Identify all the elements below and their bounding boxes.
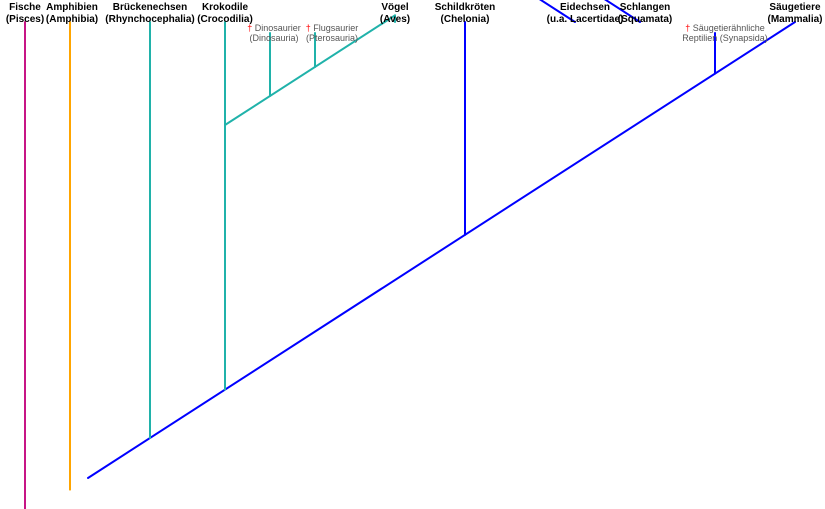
label-saeugetiere-de: Säugetiere bbox=[769, 2, 820, 13]
label-bruecken-latin: (Rhynchocephalia) bbox=[105, 14, 194, 26]
ext-label-flugsaurier-l2: (Pterosauria) bbox=[306, 33, 358, 43]
label-bruecken: Brückenechsen(Rhynchocephalia) bbox=[105, 2, 194, 25]
main-diagonal bbox=[88, 22, 795, 478]
label-krokodile-de: Krokodile bbox=[202, 2, 248, 13]
label-schildkroeten-latin: (Chelonia) bbox=[435, 14, 496, 26]
ext-label-flugsaurier-l1: Flugsaurier bbox=[313, 23, 358, 33]
ext-label-flugsaurier: † Flugsaurier(Pterosauria) bbox=[306, 23, 359, 44]
phylogeny-tree bbox=[0, 0, 825, 509]
label-amphibien-de: Amphibien bbox=[46, 2, 98, 13]
dagger-icon: † bbox=[685, 23, 693, 33]
label-fische: Fische(Pisces) bbox=[6, 2, 44, 25]
label-voegel: Vögel(Aves) bbox=[380, 2, 410, 25]
dagger-icon: † bbox=[247, 23, 255, 33]
label-schildkroeten: Schildkröten(Chelonia) bbox=[435, 2, 496, 25]
label-schildkroeten-de: Schildkröten bbox=[435, 2, 496, 13]
ext-label-synapsida: † SäugetierähnlicheReptilien (Synapsida) bbox=[682, 23, 768, 44]
label-schlangen-de: Schlangen bbox=[620, 2, 671, 13]
dagger-icon: † bbox=[306, 23, 314, 33]
label-fische-de: Fische bbox=[9, 2, 41, 13]
label-eidechsen-latin: (u.a. Lacertidae) bbox=[547, 14, 624, 26]
label-saeugetiere-latin: (Mammalia) bbox=[767, 14, 822, 26]
label-eidechsen: Eidechsen(u.a. Lacertidae) bbox=[547, 2, 624, 25]
label-bruecken-de: Brückenechsen bbox=[113, 2, 187, 13]
label-amphibien-latin: (Amphibia) bbox=[46, 14, 98, 26]
label-schlangen: Schlangen(Squamata) bbox=[618, 2, 672, 25]
label-fische-latin: (Pisces) bbox=[6, 14, 44, 26]
ext-label-synapsida-l2: Reptilien (Synapsida) bbox=[682, 33, 768, 43]
label-voegel-de: Vögel bbox=[381, 2, 408, 13]
ext-label-dinosaurier: † Dinosaurier(Dinosauria) bbox=[247, 23, 301, 44]
label-krokodile: Krokodile(Crocodilia) bbox=[197, 2, 253, 25]
label-voegel-latin: (Aves) bbox=[380, 14, 410, 26]
label-schlangen-latin: (Squamata) bbox=[618, 14, 672, 26]
label-krokodile-latin: (Crocodilia) bbox=[197, 14, 253, 26]
ext-label-dinosaurier-l2: (Dinosauria) bbox=[249, 33, 298, 43]
label-saeugetiere: Säugetiere(Mammalia) bbox=[767, 2, 822, 25]
ext-label-dinosaurier-l1: Dinosaurier bbox=[255, 23, 301, 33]
label-amphibien: Amphibien(Amphibia) bbox=[46, 2, 98, 25]
ext-label-synapsida-l1: Säugetierähnliche bbox=[693, 23, 765, 33]
label-eidechsen-de: Eidechsen bbox=[560, 2, 610, 13]
